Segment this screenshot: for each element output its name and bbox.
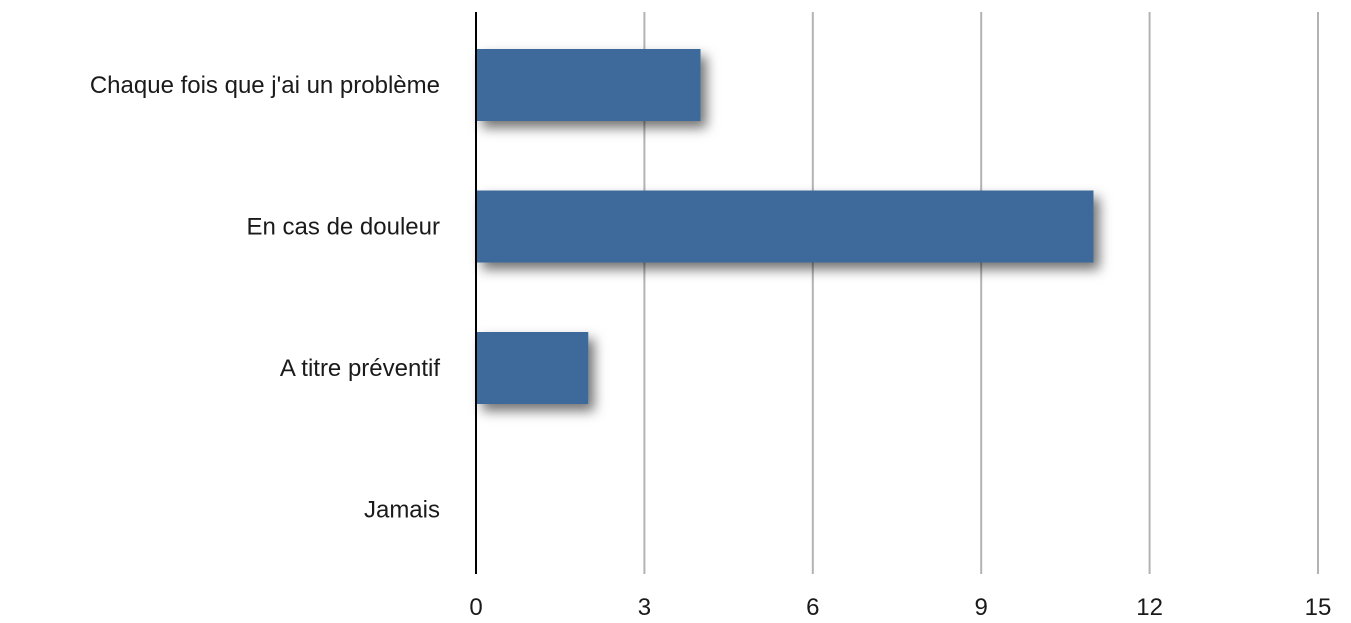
x-tick-label: 12 — [1136, 594, 1163, 621]
x-tick-label: 0 — [469, 594, 482, 621]
category-labels: Chaque fois que j'ai un problème En cas d… — [90, 72, 440, 524]
category-label: En cas de douleur — [247, 214, 440, 241]
x-tick-label: 3 — [638, 594, 651, 621]
bar — [476, 332, 589, 404]
bars — [476, 49, 1094, 404]
x-tick-label: 9 — [975, 594, 988, 621]
gridlines — [643, 12, 1319, 574]
bar — [476, 190, 1094, 263]
category-label: Chaque fois que j'ai un problème — [90, 72, 440, 99]
bar — [476, 49, 701, 121]
x-tick-label: 15 — [1305, 594, 1332, 621]
x-tick-labels: 0 3 6 9 12 15 — [469, 594, 1331, 621]
x-tick-label: 6 — [806, 594, 819, 621]
category-label: Jamais — [364, 497, 440, 524]
category-label: A titre préventif — [280, 355, 440, 382]
